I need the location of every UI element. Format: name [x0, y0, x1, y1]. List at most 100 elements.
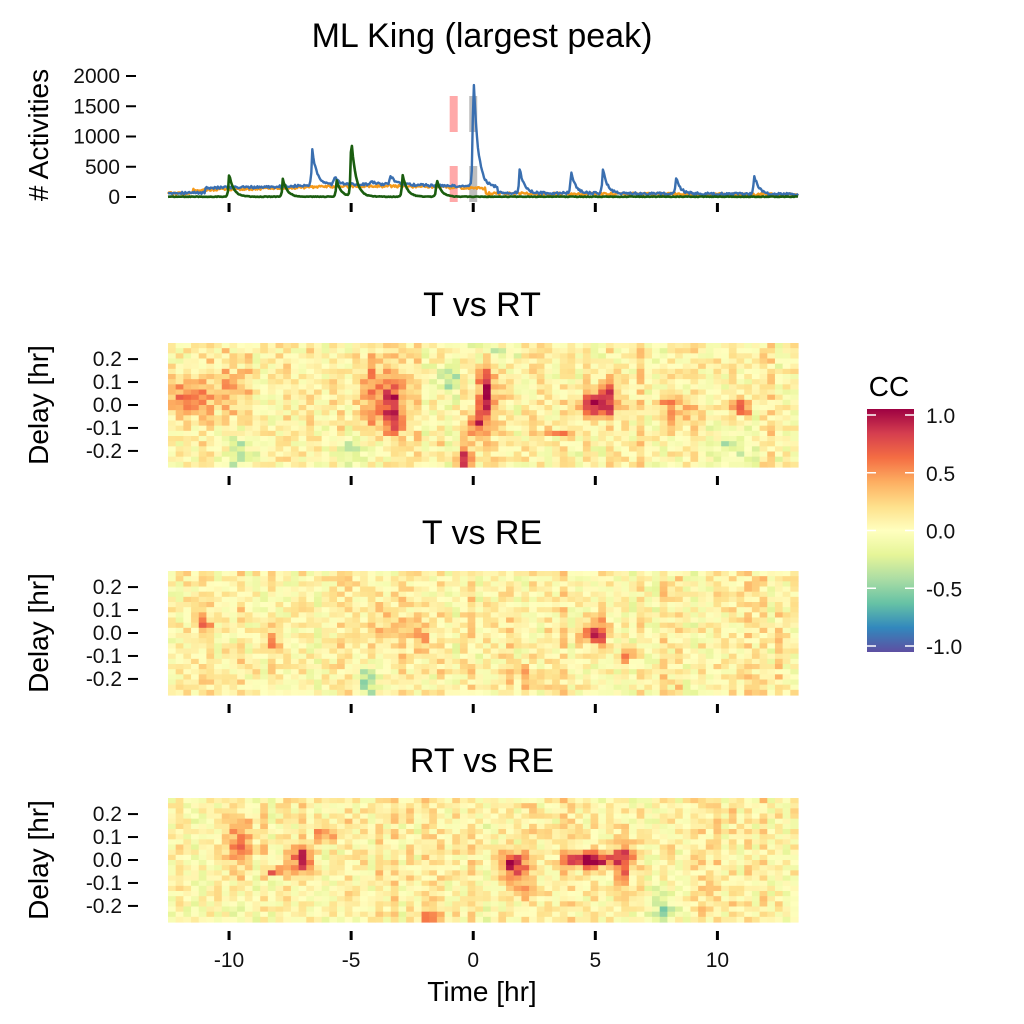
heatmap-cell	[675, 849, 684, 856]
heatmap-cell	[598, 834, 607, 840]
heatmap-cell	[767, 818, 776, 825]
heatmap-cell	[621, 844, 630, 851]
heatmap-cell	[521, 576, 530, 582]
heatmap-cell	[567, 664, 576, 670]
heatmap-cell	[367, 823, 377, 830]
heatmap-cell	[628, 436, 638, 442]
heatmap-cell	[198, 664, 208, 670]
heatmap-cell	[206, 374, 215, 380]
heatmap-cell	[613, 638, 622, 644]
heatmap-cell	[498, 798, 507, 804]
heatmap-cell	[421, 420, 430, 427]
heatmap-cell	[337, 818, 346, 825]
heatmap-cell	[352, 456, 361, 463]
heatmap-cell	[344, 849, 353, 856]
heatmap-cell	[490, 425, 499, 432]
heatmap-cell	[360, 813, 369, 820]
heatmap-cell	[352, 451, 361, 458]
heatmap-cell	[698, 829, 707, 835]
heatmap-cell	[506, 834, 515, 840]
heatmap-cell	[590, 808, 599, 815]
heatmap-cell	[652, 607, 661, 613]
heatmap-cell	[659, 374, 668, 380]
heatmap-cell	[191, 343, 200, 349]
heatmap-cell	[498, 571, 507, 577]
heatmap-cell	[467, 844, 476, 851]
heatmap-cell	[191, 586, 200, 593]
heatmap-cell	[183, 653, 192, 660]
heatmap-cell	[529, 823, 538, 830]
heatmap-cell	[751, 596, 761, 603]
heatmap-cell	[790, 358, 799, 365]
heatmap-cell	[444, 374, 453, 380]
heatmap-cell	[667, 461, 676, 468]
heatmap-cell	[467, 638, 476, 644]
heatmap-cell	[306, 803, 315, 809]
heatmap-cell	[375, 633, 384, 639]
heatmap-cell	[575, 446, 584, 453]
heatmap-cell	[191, 844, 200, 851]
heatmap-cell	[582, 451, 592, 458]
heatmap-cell	[613, 808, 622, 815]
heatmap-cell	[406, 679, 415, 686]
heatmap-cell	[175, 633, 184, 639]
heatmap-cell	[375, 405, 384, 411]
heatmap-cell	[360, 638, 369, 644]
heatmap-cell	[774, 849, 784, 856]
heatmap-cell	[475, 591, 484, 598]
heatmap-cell	[267, 436, 277, 442]
heatmap-cell	[598, 622, 607, 629]
heatmap-cell	[229, 844, 238, 851]
heatmap-cell	[444, 405, 453, 411]
heatmap-cell	[260, 441, 269, 447]
heatmap-cell	[183, 389, 192, 396]
heatmap-cell	[214, 829, 223, 835]
heatmap-cell	[498, 374, 507, 380]
heatmap-cell	[390, 854, 400, 861]
heatmap-cell	[444, 461, 453, 468]
heatmap-cell	[198, 648, 208, 655]
heatmap-cell	[506, 374, 515, 380]
heatmap-cell	[552, 674, 561, 681]
heatmap-cell	[490, 798, 499, 804]
heatmap-cell	[682, 368, 692, 375]
heatmap-cell	[168, 798, 177, 804]
heatmap-cell	[544, 823, 553, 830]
heatmap-cell	[536, 627, 546, 634]
heatmap-cell	[168, 571, 177, 577]
heatmap-cell	[375, 384, 384, 391]
heatmap-cell	[513, 834, 523, 840]
heatmap-cell	[421, 415, 430, 422]
heatmap-cell	[582, 374, 592, 380]
heatmap-cell	[360, 808, 369, 815]
heatmap-cell	[183, 638, 192, 644]
heatmap-cell	[275, 617, 284, 624]
heatmap-cell	[421, 456, 430, 463]
heatmap-cell	[244, 844, 254, 851]
heatmap-cell	[191, 627, 200, 634]
heatmap-cell	[329, 358, 338, 365]
heatmap-cell	[337, 823, 346, 830]
heatmap-cell	[237, 627, 246, 634]
heatmap-cell	[421, 689, 430, 696]
heatmap-cell	[298, 441, 307, 447]
heatmap-cell	[536, 854, 546, 861]
heatmap-cell	[406, 384, 415, 391]
heatmap-cell	[421, 803, 430, 809]
heatmap-cell	[552, 571, 561, 577]
heatmap-cell	[168, 803, 177, 809]
heatmap-cell	[529, 818, 538, 825]
heatmap-cell	[337, 844, 346, 851]
heatmap-cell	[774, 591, 784, 598]
heatmap-cell	[690, 643, 699, 650]
heatmap-cell	[198, 436, 208, 442]
heatmap-cell	[175, 829, 184, 835]
heatmap-cell	[659, 420, 668, 427]
heatmap-cell	[467, 633, 476, 639]
heatmap-cell	[675, 379, 684, 385]
heatmap-cell	[698, 389, 707, 396]
heatmap-cell	[667, 679, 676, 686]
heatmap-cell	[375, 829, 384, 835]
heatmap-cell	[721, 798, 730, 804]
heatmap-cell	[352, 389, 361, 396]
